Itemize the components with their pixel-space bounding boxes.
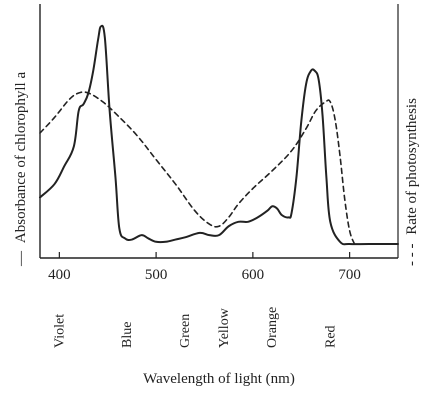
x-axis-title: Wavelength of light (nm): [143, 371, 295, 387]
color-band-violet: Violet: [52, 314, 67, 348]
color-band-red: Red: [323, 325, 338, 348]
color-band-blue: Blue: [120, 322, 135, 348]
right-y-axis-title: - - - Rate of photosynthesis: [404, 98, 420, 266]
color-band-orange: Orange: [265, 307, 280, 348]
left-y-axis-title: — Absorbance of chlorophyll a: [13, 72, 29, 267]
plot-frame: [39, 4, 399, 259]
series-layer: [39, 24, 399, 246]
color-band-group-violet: Violet: [52, 314, 67, 348]
right-y-legend-symbol: - - -: [404, 244, 420, 267]
x-tick-label-600: 600: [242, 267, 265, 283]
x-tick-label-400: 400: [48, 267, 71, 283]
color-band-green: Green: [178, 314, 193, 348]
photosynthesis-rate-line: [39, 91, 356, 245]
chlorophyll-absorbance-line: [39, 24, 399, 246]
color-band-group-yellow: Yellow: [217, 307, 232, 348]
color-band-group-green: Green: [178, 314, 193, 348]
x-tick-label-500: 500: [145, 267, 168, 283]
left-y-legend-symbol: —: [13, 250, 29, 267]
left-y-axis-label: Absorbance of chlorophyll a: [13, 72, 29, 244]
color-band-group-red: Red: [323, 325, 338, 348]
color-band-group-orange: Orange: [265, 307, 280, 348]
color-band-labels: Violet Blue Green Yellow Orange Red: [52, 307, 338, 348]
svg-text:- - - Rate of photosynth: - - - Rate of photosynthesis: [404, 98, 420, 266]
x-tick-labels: 400 500 600 700: [48, 267, 361, 283]
color-band-yellow: Yellow: [217, 307, 232, 348]
x-tick-label-700: 700: [338, 267, 361, 283]
svg-text:— Absorbance of chloroph: — Absorbance of chlorophyll a: [13, 72, 29, 267]
right-y-axis-label: Rate of photosynthesis: [404, 98, 420, 235]
color-band-group-blue: Blue: [120, 322, 135, 348]
x-ticks: [58, 252, 351, 258]
